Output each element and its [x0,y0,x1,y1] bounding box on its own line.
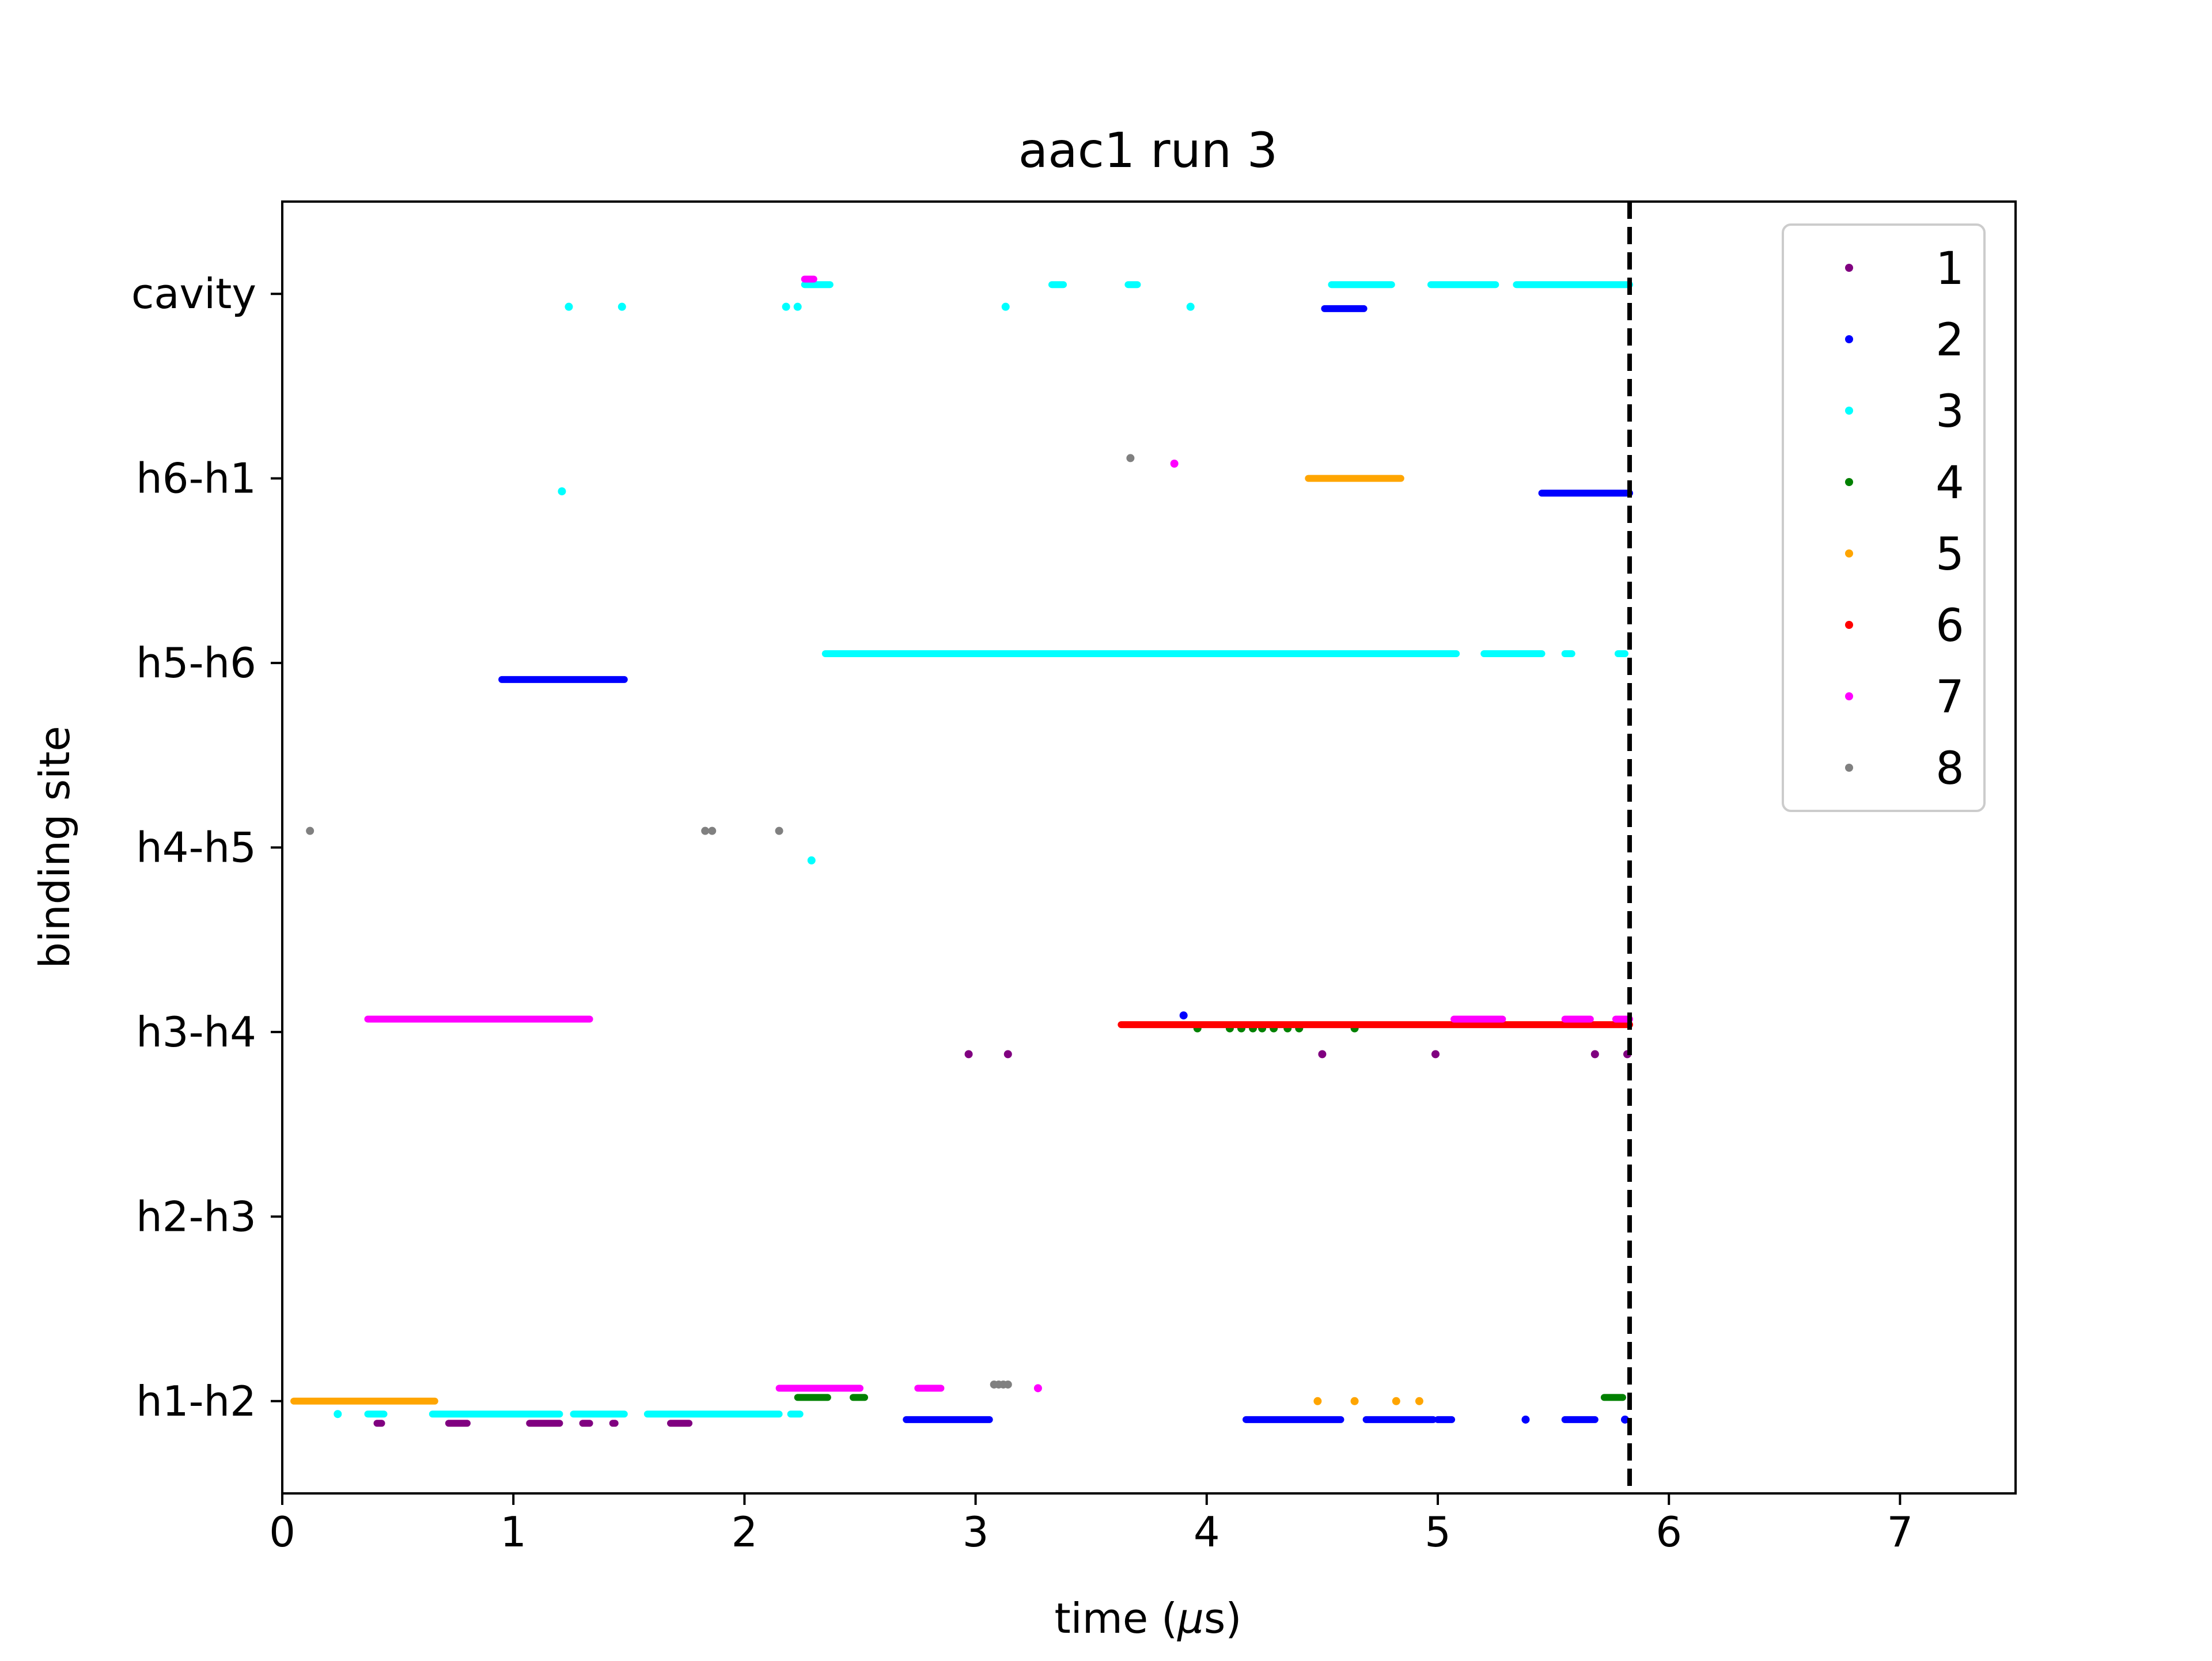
legend-label: 3 [1936,386,1964,438]
x-tick-label: 5 [1425,1508,1451,1556]
y-axis: h1-h2 h2-h3 h3-h4 h4-h5 h5-h6 h6-h1 cavity [131,270,282,1425]
data-point [1620,1415,1629,1424]
data-point [1186,302,1195,311]
data-point [807,856,816,864]
legend-label: 4 [1936,457,1964,509]
data-point [1431,1050,1440,1059]
x-tick-label: 4 [1194,1508,1220,1556]
x-tick-label: 1 [500,1508,527,1556]
data-point [701,826,710,835]
data-point [1415,1397,1423,1405]
legend-marker [1845,407,1853,415]
y-tick-label: h2-h3 [136,1192,256,1241]
x-tick-label: 2 [731,1508,757,1556]
legend-label: 8 [1936,743,1964,795]
data-point [1313,1397,1322,1405]
x-tick-label: 6 [1656,1508,1682,1556]
data-point [1126,454,1135,462]
data-point [1170,460,1179,468]
data-point [1350,1397,1359,1405]
legend-label: 6 [1936,600,1964,652]
x-tick-label: 0 [269,1508,296,1556]
x-tick-label: 7 [1887,1508,1913,1556]
data-point [1179,1011,1188,1020]
legend-label: 2 [1936,314,1964,366]
y-tick-label: h3-h4 [136,1008,256,1056]
y-tick-label: cavity [131,270,256,318]
x-axis-label-mu: μ [1177,1594,1204,1643]
data-point [1003,1380,1012,1389]
x-axis-label-prefix: time ( [1054,1594,1177,1643]
y-axis-label: binding site [31,726,79,968]
legend-marker [1845,692,1853,700]
data-point [565,302,573,311]
data-point [964,1050,973,1059]
series-7 [364,275,1633,1393]
legend-label: 5 [1936,529,1964,581]
legend-label: 1 [1936,243,1964,295]
data-point [1318,1050,1327,1059]
data-point [618,302,626,311]
series-4 [794,1024,1626,1401]
data-point [782,302,790,311]
y-tick-label: h4-h5 [136,824,256,872]
data-point [708,826,717,835]
data-point [558,487,566,496]
data-point [793,302,802,311]
chart-title: aac1 run 3 [1018,122,1278,179]
x-tick-label: 3 [963,1508,989,1556]
data-point [1392,1397,1400,1405]
series-3 [334,281,1633,1419]
legend-marker [1845,549,1853,558]
series-2 [498,305,1633,1424]
legend: 1 2 3 4 5 6 7 8 [1782,223,1986,812]
y-tick-label: h6-h1 [136,454,256,503]
plot-area [290,202,1633,1493]
y-tick-label: h5-h6 [136,639,256,687]
data-point [1001,302,1010,311]
series-5 [290,475,1423,1405]
legend-marker [1845,264,1853,272]
x-axis-label: time (μs) [1054,1594,1241,1643]
x-axis-label-suffix: s) [1204,1594,1242,1643]
legend-marker [1845,478,1853,486]
legend-box [1782,223,1986,812]
legend-marker [1845,335,1853,343]
data-point [1590,1050,1599,1059]
data-point [775,826,783,835]
data-point [334,1410,342,1419]
data-point [1033,1384,1042,1393]
x-axis: 0 1 2 3 4 5 6 7 [269,1493,1913,1556]
y-tick-label: h1-h2 [136,1377,256,1425]
data-point [1521,1415,1530,1424]
legend-marker [1845,764,1853,772]
series-8 [306,454,1135,1389]
plot-frame [281,200,2017,1495]
legend-marker [1845,621,1853,629]
series-1 [373,1050,1631,1427]
legend-label: 7 [1936,672,1964,723]
data-point [306,826,315,835]
data-point [1003,1050,1012,1059]
